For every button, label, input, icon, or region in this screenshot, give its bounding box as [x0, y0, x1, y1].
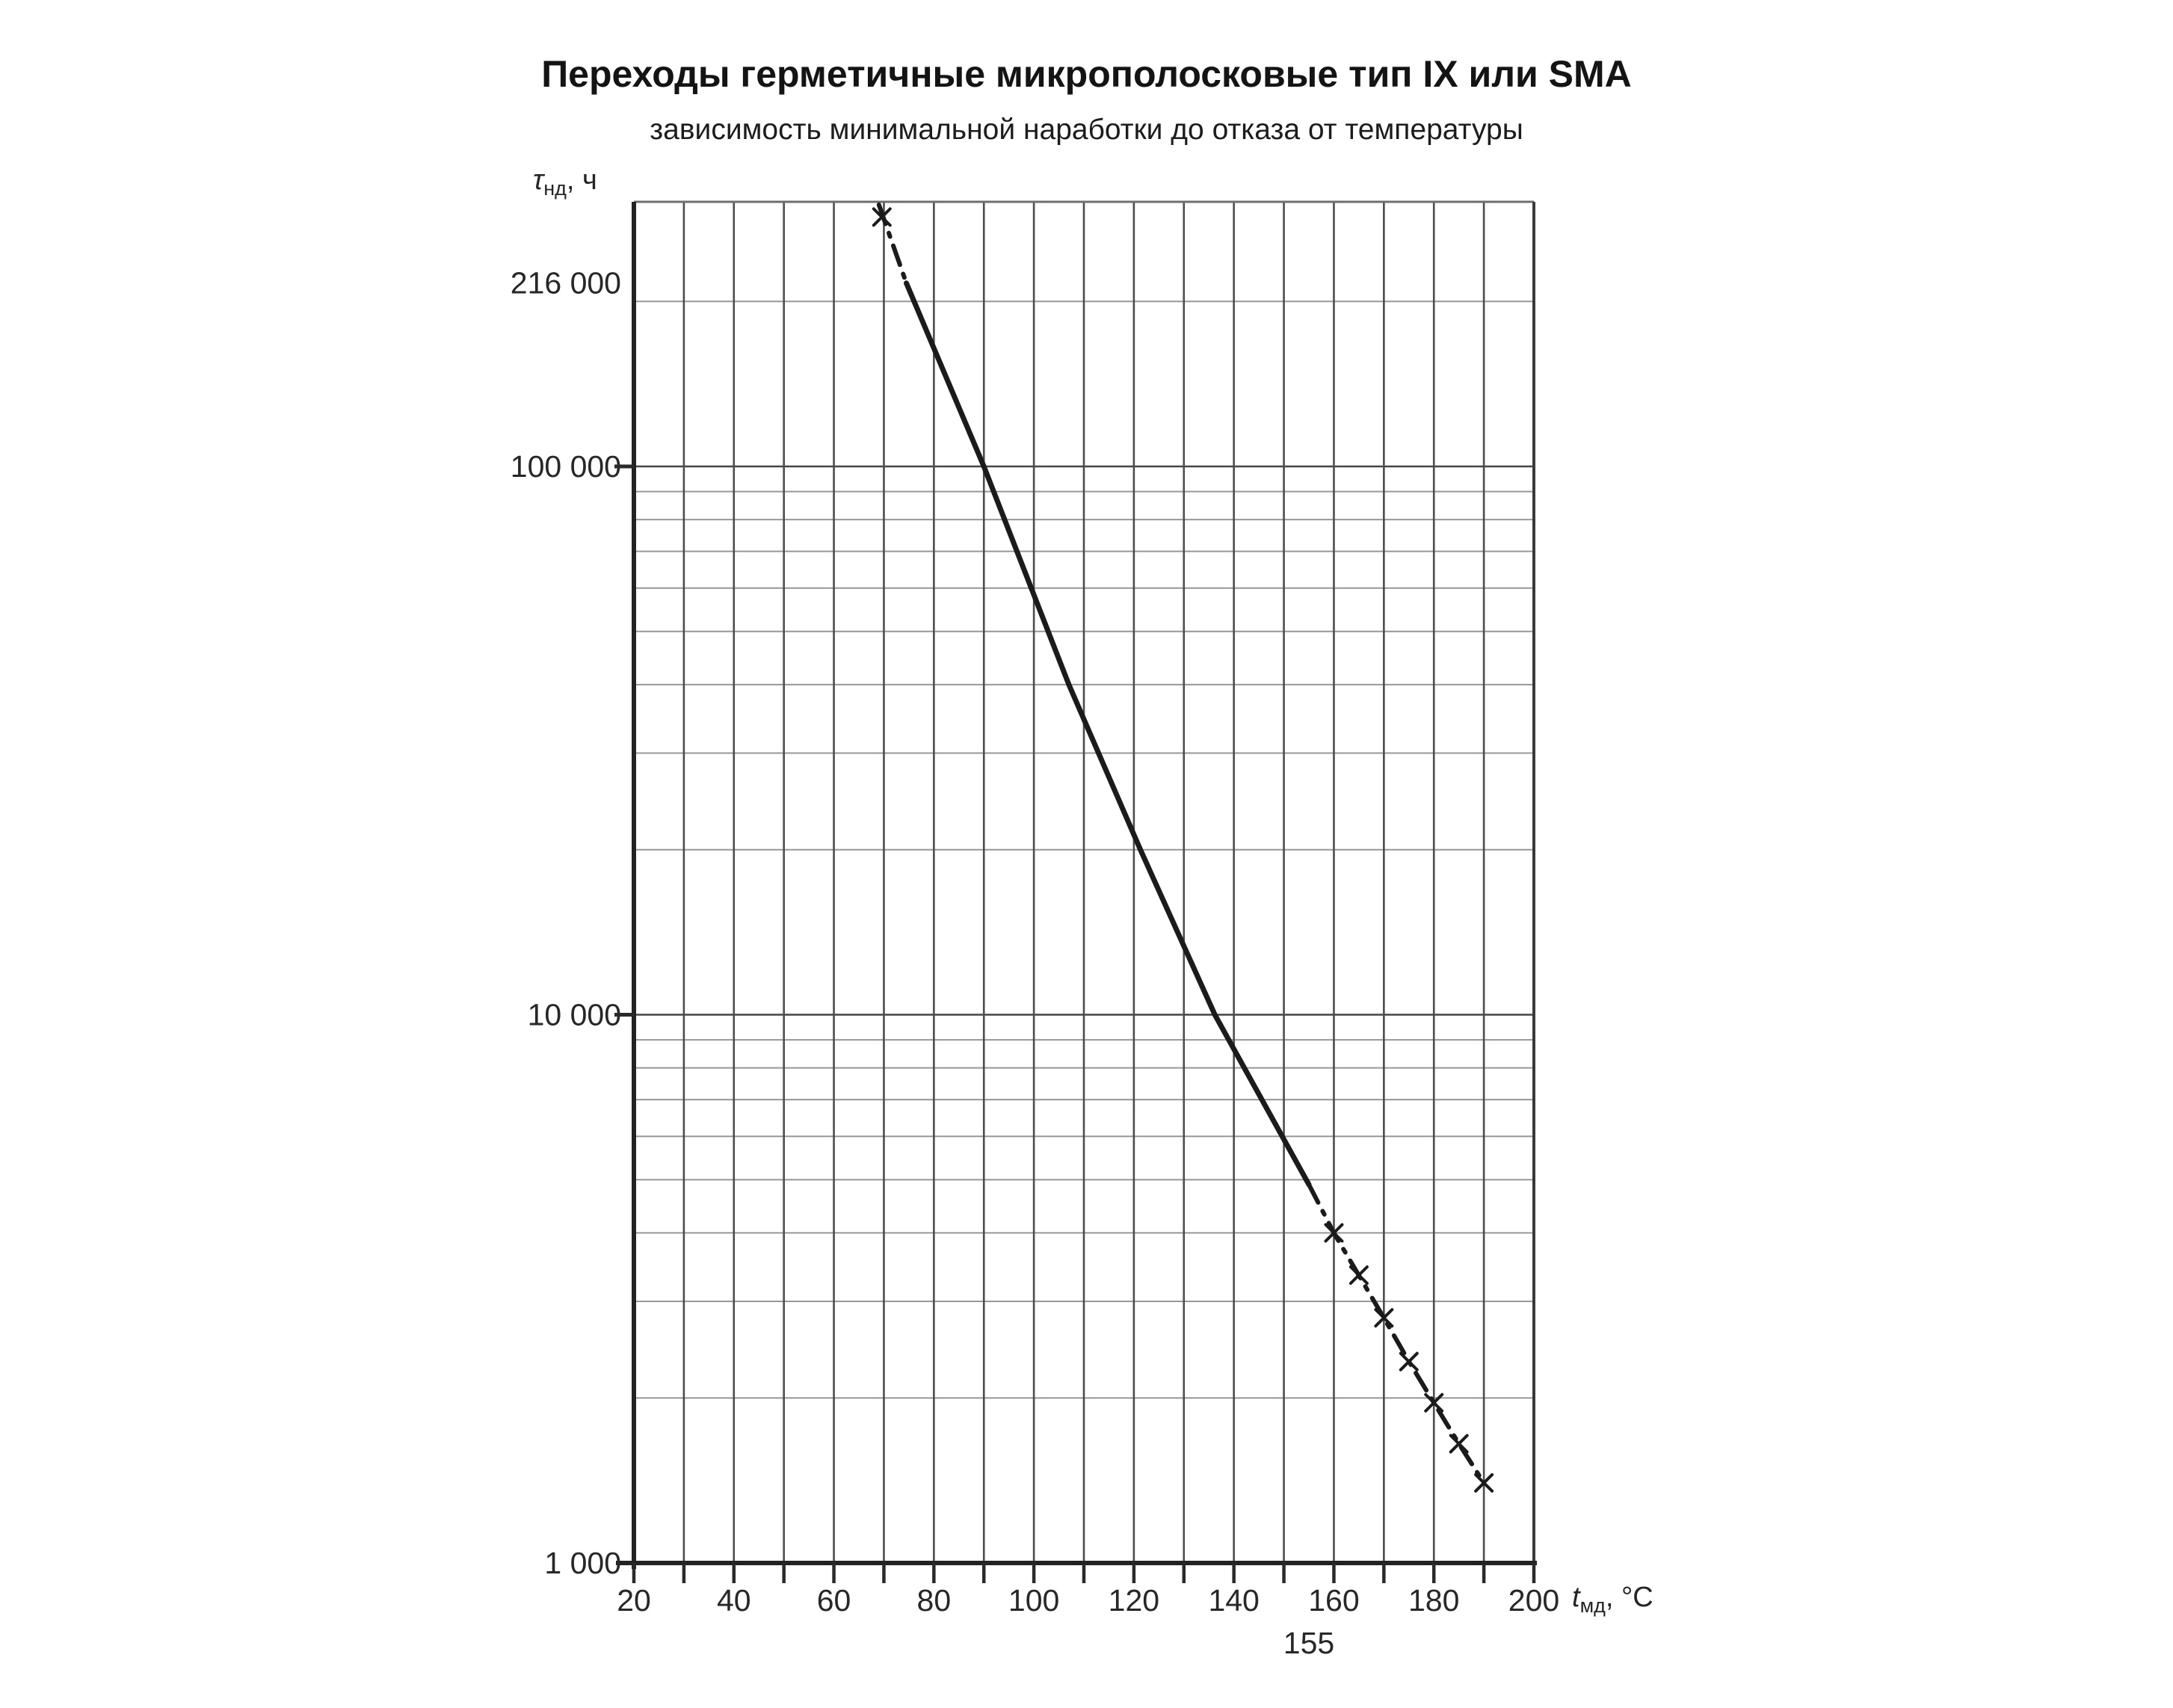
- data-marker-x: [1449, 1434, 1469, 1454]
- y-axis-unit-suffix: , ч: [566, 164, 597, 196]
- x-tick-label: 200: [1508, 1583, 1559, 1618]
- x-tick-label: 160: [1308, 1583, 1359, 1618]
- y-axis-unit: τнд, ч: [533, 164, 597, 200]
- x-axis-subscript: мд: [1579, 1594, 1606, 1617]
- x-tick-label: 60: [817, 1583, 851, 1618]
- data-marker-x: [1324, 1223, 1344, 1243]
- data-marker-x: [1349, 1265, 1369, 1285]
- data-marker-x: [872, 207, 892, 227]
- data-marker-x: [1474, 1473, 1494, 1493]
- x-tick-label: 100: [1008, 1583, 1059, 1618]
- x-callout-label: 155: [1283, 1626, 1334, 1660]
- x-tick-label: 180: [1408, 1583, 1459, 1618]
- data-line-solid: [904, 280, 1312, 1188]
- data-marker-x: [1374, 1308, 1394, 1328]
- data-marker-x: [1399, 1351, 1419, 1372]
- x-tick-label: 40: [717, 1583, 751, 1618]
- data-line-dashdot: [1307, 1182, 1487, 1485]
- chart-title: Переходы герметичные микрополосковые тип…: [541, 53, 1632, 95]
- y-axis-subscript: нд: [543, 177, 567, 200]
- y-tick-label: 216 000: [511, 266, 621, 300]
- x-tick-label: 80: [917, 1583, 952, 1618]
- x-axis-unit-suffix: , °C: [1605, 1582, 1653, 1613]
- x-tick-label: 20: [617, 1583, 651, 1618]
- x-axis-symbol: t: [1572, 1582, 1580, 1613]
- chart-subtitle: зависимость минимальной наработки до отк…: [650, 114, 1523, 146]
- data-marker-x: [1424, 1393, 1444, 1413]
- y-axis-symbol: τ: [533, 164, 544, 196]
- y-tick-label: 100 000: [511, 449, 621, 484]
- y-tick-label: 1 000: [544, 1546, 621, 1580]
- x-axis-unit: tмд, °C: [1572, 1582, 1653, 1618]
- x-tick-label: 120: [1109, 1583, 1159, 1618]
- x-tick-label: 140: [1208, 1583, 1259, 1618]
- y-tick-label: 10 000: [528, 998, 621, 1032]
